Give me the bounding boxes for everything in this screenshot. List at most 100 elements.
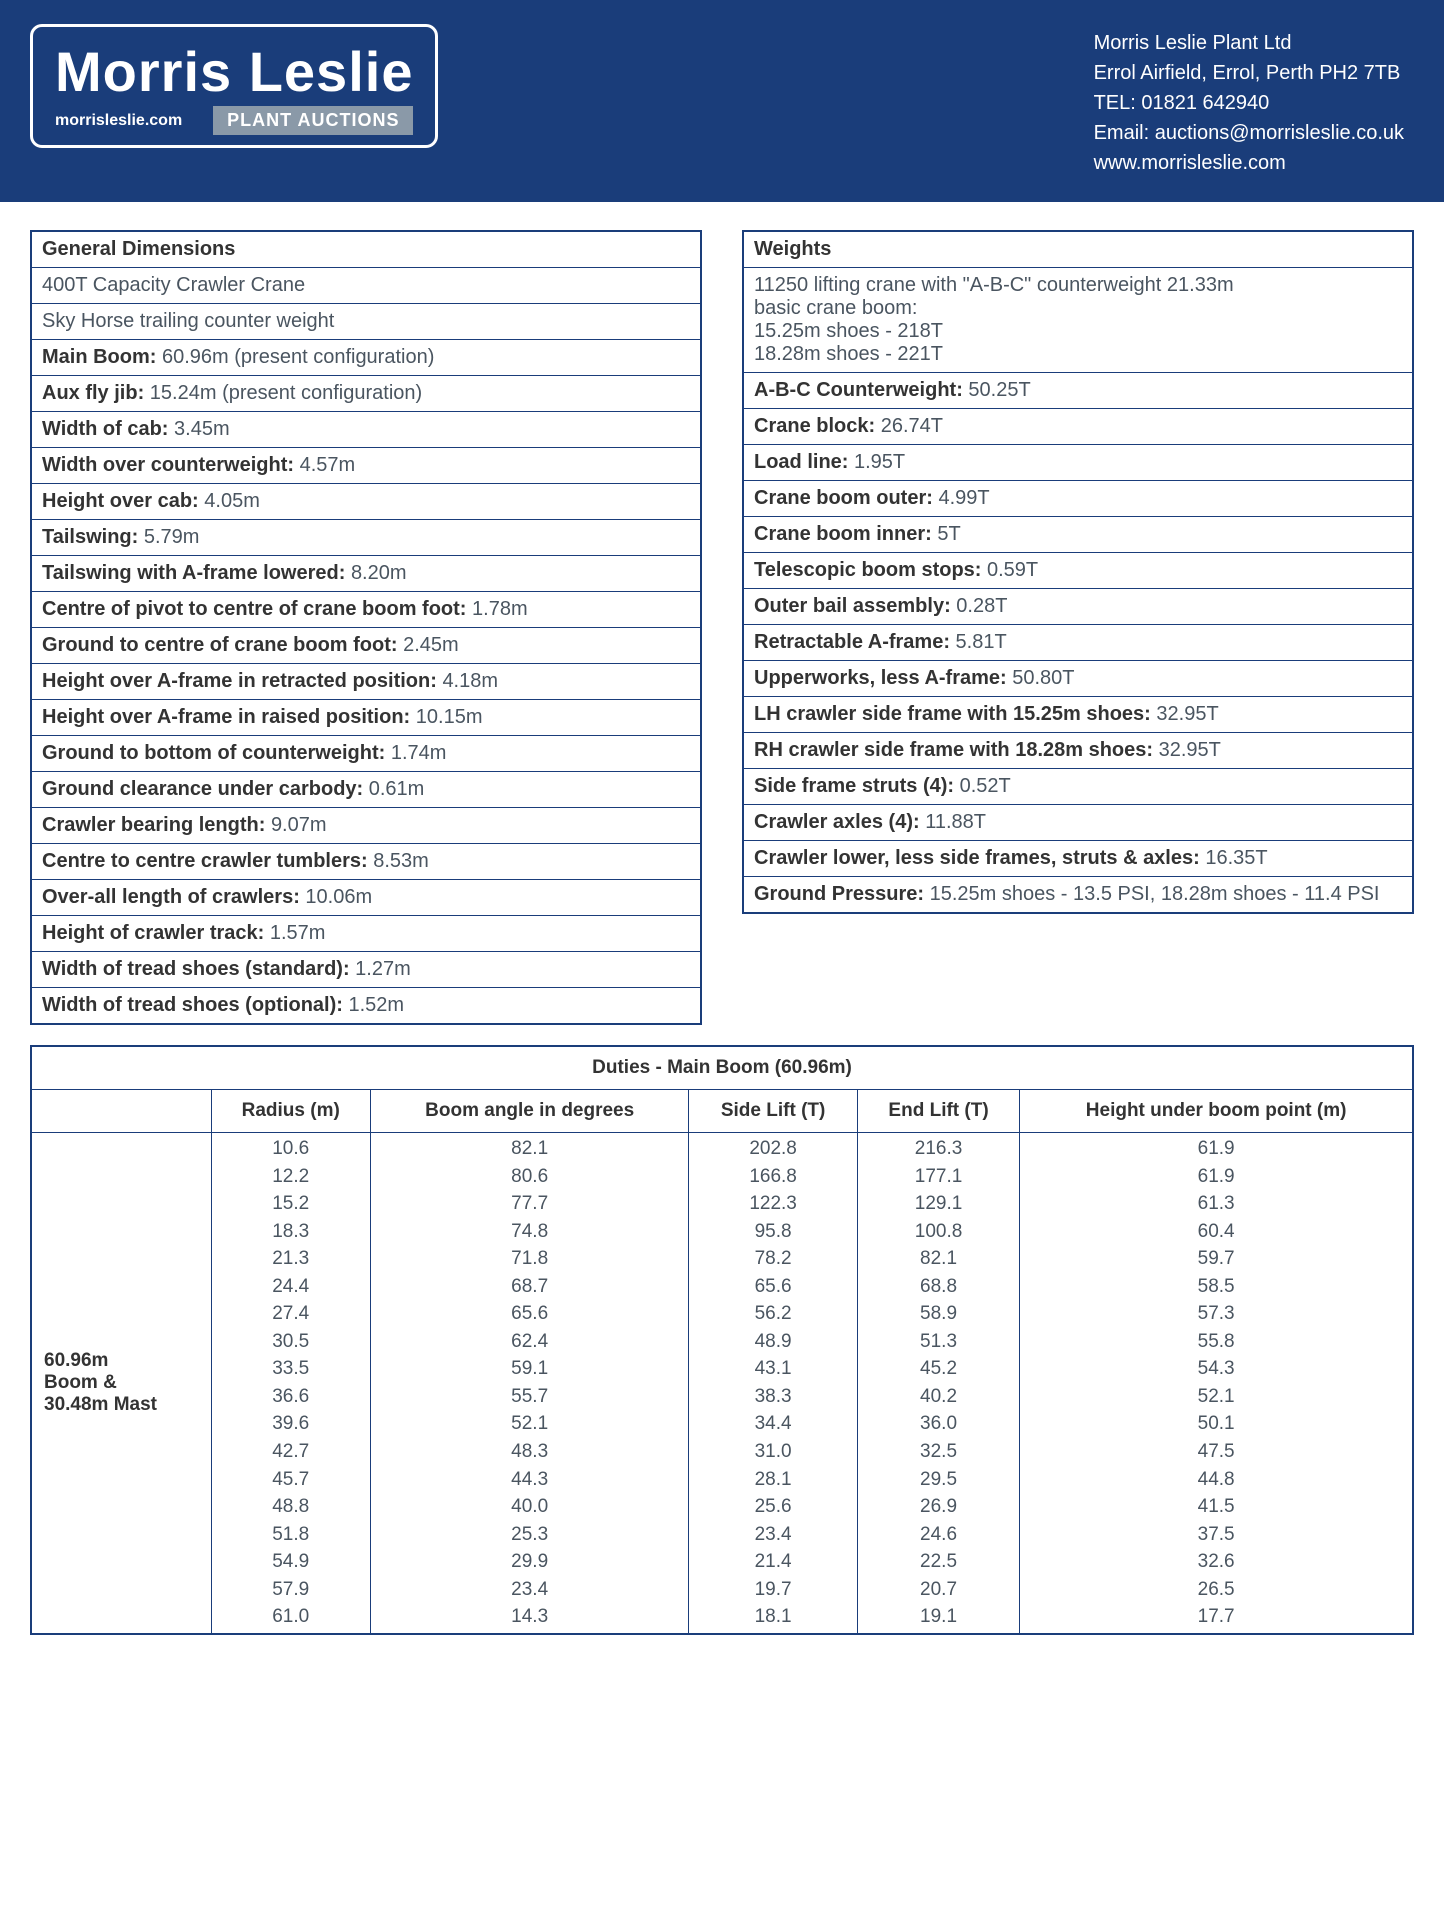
- duties-cell: 55.8: [1026, 1328, 1406, 1356]
- duties-cell: 15.2: [218, 1190, 364, 1218]
- general-row: Height of crawler track: 1.57m: [31, 916, 701, 952]
- spec-value: 4.57m: [300, 454, 356, 476]
- duties-cell: 74.8: [377, 1218, 682, 1246]
- spec-label: Crawler lower, less side frames, struts …: [754, 847, 1205, 869]
- duties-cell: 56.2: [695, 1300, 850, 1328]
- general-row: Ground to centre of crane boom foot: 2.4…: [31, 628, 701, 664]
- logo-sub-row: morrisleslie.com PLANT AUCTIONS: [55, 106, 413, 135]
- spec-label: Telescopic boom stops:: [754, 559, 987, 581]
- duties-column-header: Radius (m): [211, 1090, 370, 1133]
- duties-cell: 55.7: [377, 1383, 682, 1411]
- duties-cell: 44.8: [1026, 1466, 1406, 1494]
- spec-label: Ground clearance under carbody:: [42, 778, 369, 800]
- spec-value: 1.78m: [472, 598, 528, 620]
- spec-value: 5.81T: [956, 631, 1007, 653]
- contact-email: Email: auctions@morrisleslie.co.uk: [1094, 118, 1404, 148]
- spec-value: Sky Horse trailing counter weight: [42, 310, 334, 332]
- duties-cell: 33.5: [218, 1355, 364, 1383]
- duties-cell: 40.0: [377, 1493, 682, 1521]
- weights-table: Weights 11250 lifting crane with "A-B-C"…: [742, 230, 1414, 914]
- duties-cell: 47.5: [1026, 1438, 1406, 1466]
- plant-auctions-badge: PLANT AUCTIONS: [213, 106, 413, 135]
- duties-cell: 39.6: [218, 1410, 364, 1438]
- duties-cell: 62.4: [377, 1328, 682, 1356]
- spec-value: 10.06m: [305, 886, 372, 908]
- weights-row: Load line: 1.95T: [743, 445, 1413, 481]
- duties-cell: 29.5: [864, 1466, 1013, 1494]
- general-row: Ground to bottom of counterweight: 1.74m: [31, 736, 701, 772]
- weights-row: Telescopic boom stops: 0.59T: [743, 553, 1413, 589]
- duties-cell: 37.5: [1026, 1521, 1406, 1549]
- general-row: Centre of pivot to centre of crane boom …: [31, 592, 701, 628]
- duties-cell: 29.9: [377, 1548, 682, 1576]
- weights-row: Crawler lower, less side frames, struts …: [743, 841, 1413, 877]
- spec-label: Outer bail assembly:: [754, 595, 956, 617]
- duties-cell: 45.2: [864, 1355, 1013, 1383]
- spec-value: 1.52m: [348, 994, 404, 1016]
- duties-cell: 48.9: [695, 1328, 850, 1356]
- general-row: Width of tread shoes (standard): 1.27m: [31, 952, 701, 988]
- spec-value: 16.35T: [1205, 847, 1267, 869]
- duties-cell: 19.1: [864, 1603, 1013, 1631]
- duties-cell: 26.9: [864, 1493, 1013, 1521]
- duties-cell: 58.9: [864, 1300, 1013, 1328]
- spec-value: 9.07m: [271, 814, 327, 836]
- duties-cell: 202.8: [695, 1135, 850, 1163]
- header: Morris Leslie morrisleslie.com PLANT AUC…: [0, 0, 1444, 202]
- duties-cell: 17.7: [1026, 1603, 1406, 1631]
- duties-cell: 52.1: [377, 1410, 682, 1438]
- spec-label: Tailswing:: [42, 526, 144, 548]
- duties-cell: 21.3: [218, 1245, 364, 1273]
- duties-cell: 26.5: [1026, 1576, 1406, 1604]
- contact-tel: TEL: 01821 642940: [1094, 88, 1404, 118]
- duties-cell: 61.0: [218, 1603, 364, 1631]
- spec-label: Upperworks, less A-frame:: [754, 667, 1012, 689]
- duties-cell: 100.8: [864, 1218, 1013, 1246]
- duties-cell: 38.3: [695, 1383, 850, 1411]
- duties-cell: 61.9: [1026, 1163, 1406, 1191]
- duties-table: Duties - Main Boom (60.96m) Radius (m)Bo…: [30, 1045, 1414, 1635]
- contact-block: Morris Leslie Plant Ltd Errol Airfield, …: [1094, 24, 1404, 178]
- duties-cell: 77.7: [377, 1190, 682, 1218]
- spec-label: Load line:: [754, 451, 854, 473]
- general-row: Over-all length of crawlers: 10.06m: [31, 880, 701, 916]
- duties-rowhead: 60.96mBoom &30.48m Mast: [31, 1133, 211, 1634]
- spec-label: A-B-C Counterweight:: [754, 379, 968, 401]
- duties-cell: 122.3: [695, 1190, 850, 1218]
- rowhead-l1: 60.96m: [44, 1350, 203, 1372]
- duties-section: Duties - Main Boom (60.96m) Radius (m)Bo…: [0, 1035, 1444, 1665]
- duties-cell: 58.5: [1026, 1273, 1406, 1301]
- general-row: Height over A-frame in retracted positio…: [31, 664, 701, 700]
- duties-corner: [31, 1090, 211, 1133]
- duties-cell: 27.4: [218, 1300, 364, 1328]
- general-row: 400T Capacity Crawler Crane: [31, 268, 701, 304]
- duties-cell: 95.8: [695, 1218, 850, 1246]
- spec-value: 50.80T: [1012, 667, 1074, 689]
- contact-web: www.morrisleslie.com: [1094, 148, 1404, 178]
- duties-cell: 36.6: [218, 1383, 364, 1411]
- duties-data-column: 202.8166.8122.395.878.265.656.248.943.13…: [689, 1133, 857, 1634]
- spec-value: 1.27m: [355, 958, 411, 980]
- spec-label: Aux fly jib:: [42, 382, 150, 404]
- duties-cell: 24.4: [218, 1273, 364, 1301]
- general-row: Crawler bearing length: 9.07m: [31, 808, 701, 844]
- duties-cell: 82.1: [377, 1135, 682, 1163]
- general-row: Tailswing: 5.79m: [31, 520, 701, 556]
- rowhead-l2: Boom &: [44, 1372, 203, 1394]
- duties-cell: 28.1: [695, 1466, 850, 1494]
- duties-cell: 19.7: [695, 1576, 850, 1604]
- spec-value: 10.15m: [416, 706, 483, 728]
- duties-cell: 44.3: [377, 1466, 682, 1494]
- spec-label: Centre to centre crawler tumblers:: [42, 850, 373, 872]
- duties-data-column: 82.180.677.774.871.868.765.662.459.155.7…: [370, 1133, 688, 1634]
- spec-value: 50.25T: [968, 379, 1030, 401]
- general-dimensions-column: General Dimensions 400T Capacity Crawler…: [30, 230, 702, 1025]
- duties-cell: 23.4: [377, 1576, 682, 1604]
- spec-label: LH crawler side frame with 15.25m shoes:: [754, 703, 1156, 725]
- general-row: Centre to centre crawler tumblers: 8.53m: [31, 844, 701, 880]
- duties-cell: 166.8: [695, 1163, 850, 1191]
- weights-row: Crane boom inner: 5T: [743, 517, 1413, 553]
- weights-row: Upperworks, less A-frame: 50.80T: [743, 661, 1413, 697]
- duties-cell: 21.4: [695, 1548, 850, 1576]
- duties-cell: 61.9: [1026, 1135, 1406, 1163]
